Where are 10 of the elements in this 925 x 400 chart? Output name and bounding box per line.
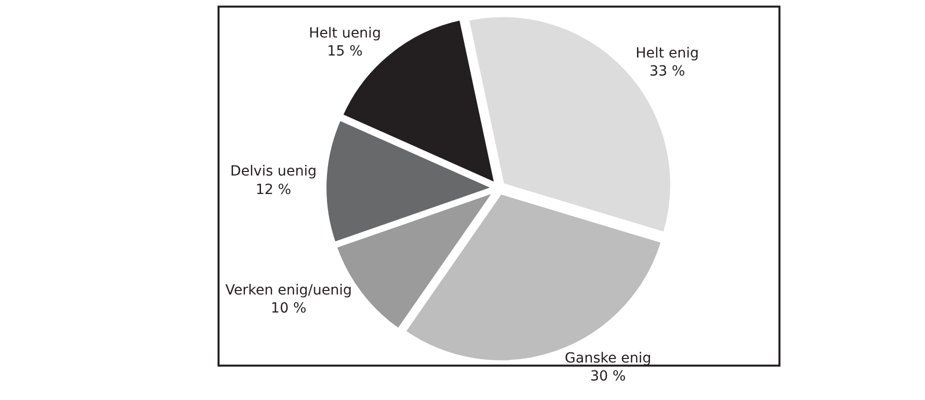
data-label: 33 %: [649, 63, 686, 80]
data-label: 15 %: [327, 44, 363, 60]
data-label: 12 %: [256, 182, 292, 198]
slice-label: Ganske enig: [564, 350, 652, 366]
data-label: 10 %: [270, 300, 306, 317]
slice-label: Verken enig/uenig: [225, 282, 352, 298]
slice-label: Delvis uenig: [230, 164, 317, 180]
slice-label: Helt enig: [636, 45, 699, 62]
data-label: 30 %: [590, 368, 626, 385]
slice-label: Helt uenig: [308, 25, 381, 42]
